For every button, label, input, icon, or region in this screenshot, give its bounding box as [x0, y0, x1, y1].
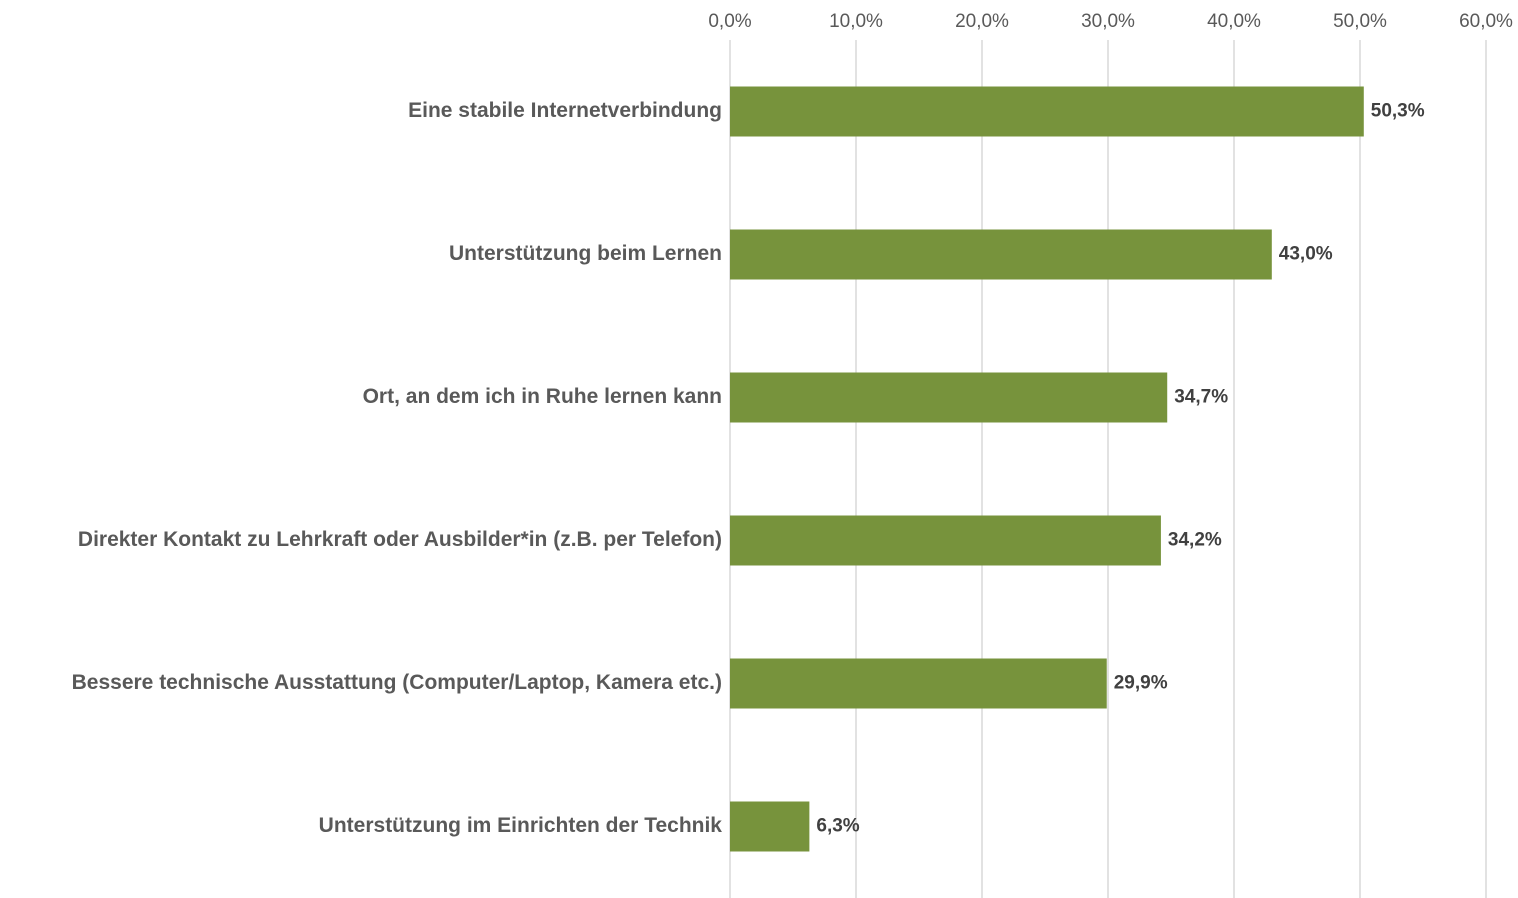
value-label: 34,7%: [1174, 387, 1228, 408]
value-label: 6,3%: [816, 816, 859, 837]
value-label: 43,0%: [1279, 244, 1333, 265]
y-tick-label: Bessere technische Ausstattung (Computer…: [72, 671, 722, 694]
x-tick-label: 60,0%: [1459, 11, 1513, 32]
bar: [730, 658, 1107, 709]
bar: [730, 86, 1364, 137]
y-tick-label: Unterstützung im Einrichten der Technik: [319, 814, 723, 837]
y-tick-label: Eine stabile Internetverbindung: [408, 99, 722, 122]
value-label: 50,3%: [1371, 101, 1425, 122]
x-tick-label: 20,0%: [955, 11, 1009, 32]
y-tick-label: Unterstützung beim Lernen: [449, 242, 722, 265]
y-tick-label: Ort, an dem ich in Ruhe lernen kann: [363, 385, 722, 408]
bar: [730, 801, 810, 852]
x-tick-label: 30,0%: [1081, 11, 1135, 32]
x-tick-label: 50,0%: [1333, 11, 1387, 32]
value-label: 29,9%: [1114, 673, 1168, 694]
x-tick-label: 10,0%: [829, 11, 883, 32]
bar: [730, 229, 1272, 280]
bar: [730, 515, 1161, 566]
value-label: 34,2%: [1168, 530, 1222, 551]
y-tick-label: Direkter Kontakt zu Lehrkraft oder Ausbi…: [78, 528, 722, 551]
x-tick-label: 40,0%: [1207, 11, 1261, 32]
bar: [730, 372, 1168, 423]
x-tick-label: 0,0%: [708, 11, 751, 32]
